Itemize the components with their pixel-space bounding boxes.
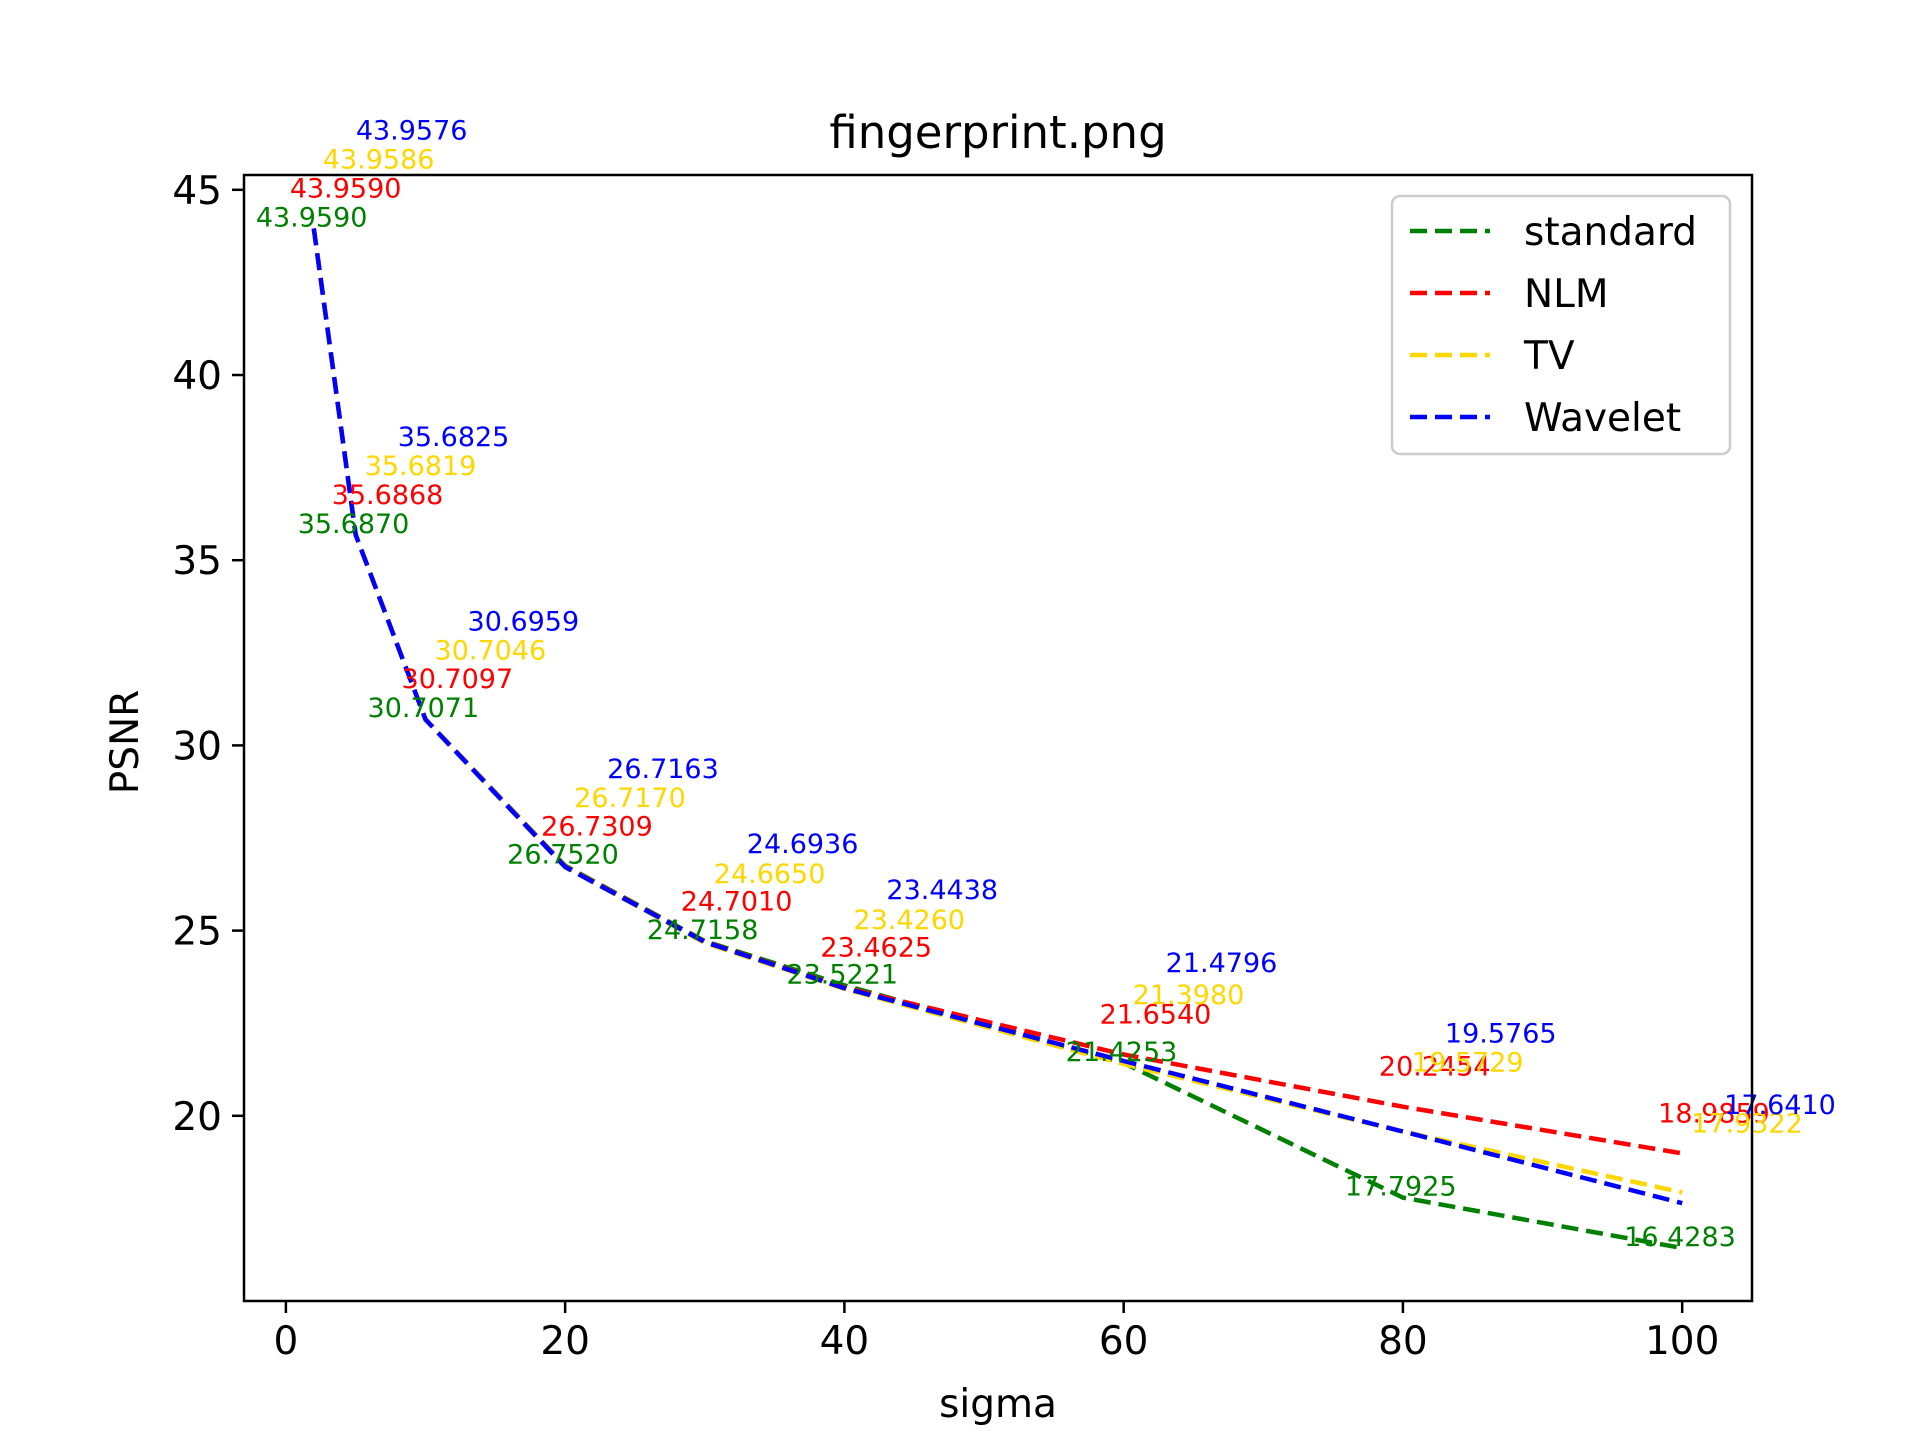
data-label-wavelet: 30.6959 <box>468 607 580 638</box>
x-tick-label: 40 <box>820 1319 870 1364</box>
data-label-standard: 21.4253 <box>1066 1037 1178 1068</box>
data-label-standard: 23.5221 <box>786 959 898 990</box>
data-label-wavelet: 21.4796 <box>1166 948 1278 979</box>
data-label-tv: 24.6650 <box>714 859 826 890</box>
legend-label-tv: TV <box>1523 334 1575 379</box>
x-tick-label: 80 <box>1378 1319 1428 1364</box>
y-tick-label: 30 <box>172 724 222 769</box>
legend-label-standard: standard <box>1524 210 1697 255</box>
data-labels: 43.9590 35.6870 30.7071 26.7520 24.7158 23.52… <box>256 115 1836 1253</box>
data-label-tv: 17.9322 <box>1691 1108 1803 1139</box>
data-label-tv: 21.3980 <box>1133 980 1245 1011</box>
legend-label-nlm: NLM <box>1524 272 1609 317</box>
y-tick-label: 35 <box>172 539 222 584</box>
y-tick-label: 45 <box>172 169 222 214</box>
data-label-nlm: 43.9590 <box>290 173 402 204</box>
series-line-wavelet <box>311 228 1683 1206</box>
x-tick-label: 60 <box>1099 1319 1149 1364</box>
chart-title: fingerprint.png <box>829 106 1166 159</box>
x-tick-label: 0 <box>273 1319 298 1364</box>
legend-box <box>1390 194 1732 456</box>
y-tick-label: 40 <box>172 354 222 399</box>
data-label-wavelet: 17.6410 <box>1724 1090 1836 1121</box>
x-tick-label: 100 <box>1645 1319 1719 1364</box>
plot-lines <box>311 228 1683 1251</box>
data-label-nlm: 30.7097 <box>402 664 514 695</box>
legend-label-wavelet: Wavelet <box>1524 396 1681 441</box>
data-label-wavelet: 19.5765 <box>1445 1018 1557 1049</box>
data-label-tv: 35.6819 <box>365 451 477 482</box>
data-label-tv: 23.4260 <box>853 905 965 936</box>
x-axis-label: sigma <box>939 1382 1057 1427</box>
data-label-tv: 30.7046 <box>435 635 547 666</box>
data-label-tv: 43.9586 <box>323 144 435 175</box>
data-label-wavelet: 24.6936 <box>747 829 859 860</box>
data-label-nlm: 35.6868 <box>332 480 444 511</box>
data-label-standard: 30.7071 <box>368 693 480 724</box>
data-label-standard: 26.7520 <box>507 840 619 871</box>
plot-frame <box>242 173 1754 1303</box>
data-label-standard: 24.7158 <box>647 915 759 946</box>
y-tick-label: 20 <box>172 1095 222 1140</box>
data-label-nlm: 23.4625 <box>820 933 932 964</box>
data-label-standard: 43.9590 <box>256 202 368 233</box>
data-label-nlm: 24.7010 <box>681 887 793 918</box>
series-line-standard <box>311 228 1683 1251</box>
y-axis-label: PSNR <box>103 690 148 795</box>
data-label-tv: 26.7170 <box>574 783 686 814</box>
data-label-tv: 19.5729 <box>1412 1048 1524 1079</box>
data-label-wavelet: 23.4438 <box>886 875 998 906</box>
data-label-nlm: 21.6540 <box>1100 1000 1212 1031</box>
data-label-nlm: 26.7309 <box>541 811 653 842</box>
data-label-nlm: 20.2454 <box>1379 1052 1491 1083</box>
data-label-wavelet: 43.9576 <box>356 115 468 146</box>
series-line-nlm <box>311 228 1683 1156</box>
data-label-standard: 17.7925 <box>1345 1172 1457 1203</box>
data-label-wavelet: 26.7163 <box>607 754 719 785</box>
y-axis: 20 25 30 35 40 45 <box>172 169 244 1140</box>
data-label-standard: 35.6870 <box>298 509 410 540</box>
data-label-wavelet: 35.6825 <box>398 422 510 453</box>
y-tick-label: 25 <box>172 910 222 955</box>
x-tick-label: 20 <box>540 1319 590 1364</box>
x-axis: 0 20 40 60 80 100 <box>273 1301 1719 1364</box>
legend: standard NLM TV Wavelet <box>1390 194 1732 456</box>
data-label-standard: 16.4283 <box>1624 1222 1736 1253</box>
